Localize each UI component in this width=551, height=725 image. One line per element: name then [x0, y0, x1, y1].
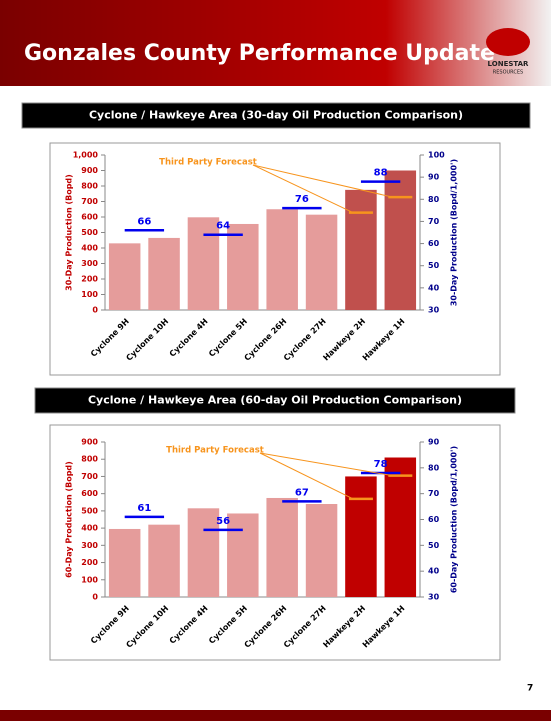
bar [345, 476, 377, 597]
y-tick-label: 600 [81, 213, 98, 222]
chart-title: Cyclone / Hawkeye Area (60-day Oil Produ… [88, 394, 462, 407]
bar [148, 237, 180, 310]
y2-tick-label: 80 [428, 463, 440, 472]
bar [345, 189, 377, 310]
bar [227, 513, 259, 597]
y2-tick-label: 30 [428, 593, 440, 602]
y2-tick-label: 100 [428, 151, 445, 160]
y-tick-label: 900 [81, 438, 98, 447]
y-axis-label: 30-Day Production (Bopd) [65, 174, 74, 291]
bar [187, 217, 220, 310]
y-tick-label: 700 [81, 472, 98, 481]
forecast-arrow [259, 452, 393, 477]
marker-label: 78 [374, 459, 388, 470]
logo-text: LONESTAR [488, 60, 529, 68]
y2-tick-label: 60 [428, 515, 440, 524]
y-tick-label: 300 [81, 259, 98, 268]
y2-tick-label: 90 [428, 173, 440, 182]
y-tick-label: 100 [81, 575, 98, 584]
y-tick-label: 800 [81, 455, 98, 464]
y2-axis-label: 60-Day Production (Bopd/1,000') [450, 446, 459, 593]
bar [227, 223, 259, 310]
y2-tick-label: 90 [428, 438, 440, 447]
marker-label: 56 [216, 516, 230, 527]
y-tick-label: 700 [81, 197, 98, 206]
y-tick-label: 1,000 [73, 151, 99, 160]
forecast-arrow [252, 164, 393, 198]
bar [384, 170, 417, 310]
y2-tick-label: 70 [428, 217, 440, 226]
forecast-arrow [252, 164, 354, 214]
bar [384, 457, 417, 597]
chart-title-box [21, 102, 531, 129]
y2-axis-label: 30-Day Production (Bopd/1,000') [450, 159, 459, 306]
marker-label: 76 [295, 194, 309, 205]
y-tick-label: 300 [81, 541, 98, 550]
marker-label: 61 [137, 503, 151, 514]
bar [266, 497, 298, 597]
chart-title: Cyclone / Hawkeye Area (30-day Oil Produ… [89, 109, 463, 122]
bar [108, 528, 141, 597]
marker-label: 64 [216, 221, 230, 232]
y2-tick-label: 30 [428, 306, 440, 315]
bar [108, 243, 141, 310]
y-tick-label: 0 [92, 593, 98, 602]
y-tick-label: 900 [81, 166, 98, 175]
forecast-arrow [259, 452, 354, 500]
bar [305, 504, 338, 597]
y2-tick-label: 40 [428, 283, 440, 292]
y-tick-label: 800 [81, 182, 98, 191]
y-tick-label: 200 [81, 275, 98, 284]
y2-tick-label: 80 [428, 195, 440, 204]
y-axis-label: 60-Day Production (Bopd) [65, 461, 74, 578]
bar [187, 508, 220, 597]
marker-label: 67 [295, 487, 309, 498]
y-tick-label: 400 [81, 524, 98, 533]
slide-title: Gonzales County Performance Update [24, 41, 495, 66]
y2-tick-label: 50 [428, 541, 440, 550]
logo-subtext: RESOURCES [493, 70, 523, 76]
bar [266, 209, 298, 310]
header-band [0, 0, 551, 86]
logo-icon [486, 28, 530, 56]
y2-tick-label: 50 [428, 261, 440, 270]
y-tick-label: 500 [81, 506, 98, 515]
y2-tick-label: 40 [428, 567, 440, 576]
chart-title-box [34, 387, 516, 414]
forecast-label: Third Party Forecast [166, 446, 264, 456]
footer-band [0, 710, 551, 721]
y2-tick-label: 70 [428, 489, 440, 498]
y-tick-label: 400 [81, 244, 98, 253]
y-tick-label: 200 [81, 558, 98, 567]
y-tick-label: 0 [92, 306, 98, 315]
y-tick-label: 600 [81, 489, 98, 498]
y-tick-label: 100 [81, 290, 98, 299]
forecast-label: Third Party Forecast [159, 158, 257, 168]
marker-label: 66 [137, 216, 151, 227]
y-tick-label: 500 [81, 228, 98, 237]
y2-tick-label: 60 [428, 239, 440, 248]
marker-label: 88 [374, 168, 388, 179]
bar [305, 214, 338, 310]
bar [148, 524, 180, 597]
page-number: 7 [527, 684, 533, 694]
